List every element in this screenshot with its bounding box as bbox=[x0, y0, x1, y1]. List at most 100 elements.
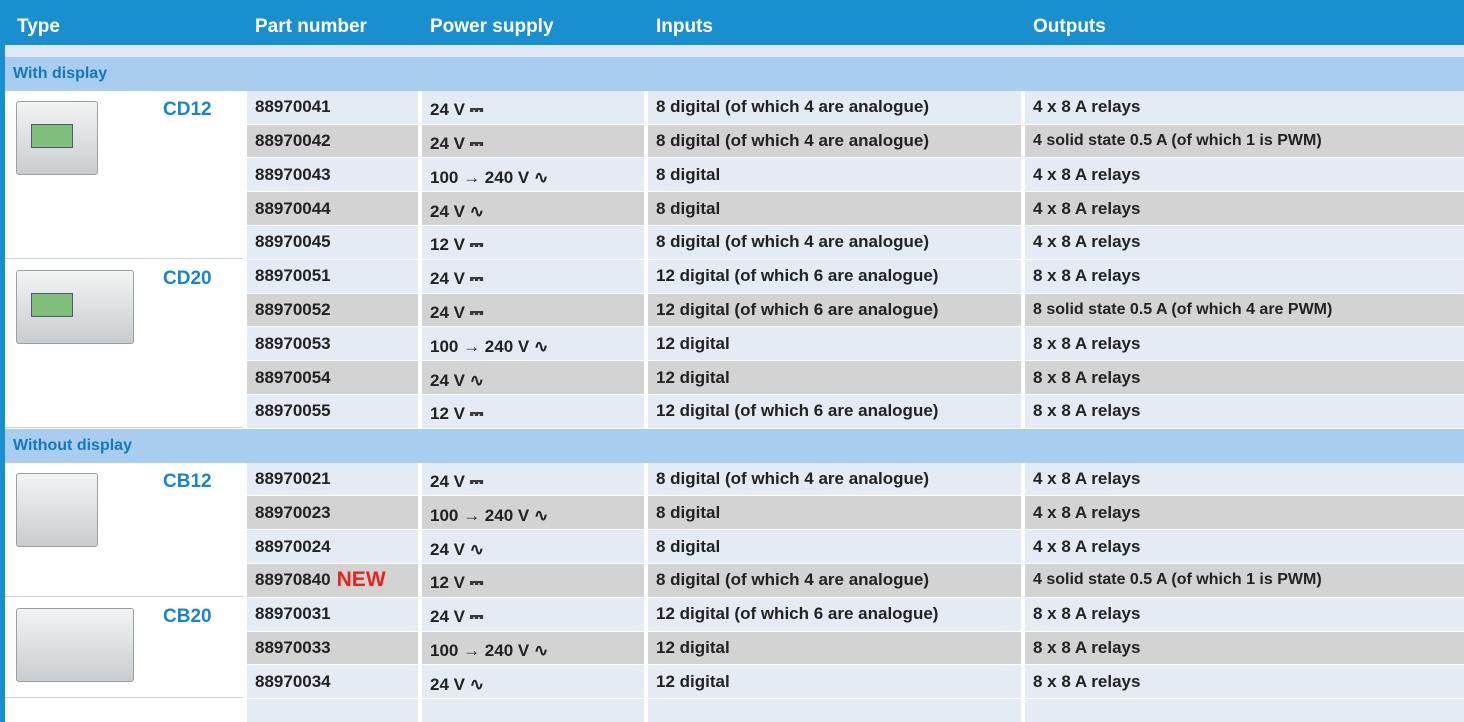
row-power: 100 → 240 V ∿ bbox=[422, 496, 644, 529]
outputs-text: 8 x 8 A relays bbox=[1033, 638, 1140, 658]
row-part: 88970021 bbox=[247, 463, 418, 496]
row-part: 88970043 bbox=[247, 158, 418, 191]
row-outputs: 4 solid state 0.5 A (of which 1 is PWM) bbox=[1025, 564, 1464, 597]
section-title: With display bbox=[5, 57, 1464, 91]
outputs-text: 4 solid state 0.5 A (of which 1 is PWM) bbox=[1033, 132, 1322, 150]
row-inputs: 8 digital bbox=[648, 496, 1021, 529]
row-part: 88970023 bbox=[247, 496, 418, 529]
row-part: 88970033 bbox=[247, 632, 418, 665]
inputs-text: 8 digital bbox=[656, 537, 720, 557]
header-cell: Type bbox=[9, 8, 247, 45]
power-text: 24 V ⎓ bbox=[430, 269, 483, 289]
inputs-text: 8 digital bbox=[656, 503, 720, 523]
inputs-text: 12 digital (of which 6 are analogue) bbox=[656, 401, 938, 421]
power-text: 24 V ⎓ bbox=[430, 303, 483, 323]
row-outputs: 8 solid state 0.5 A (of which 4 are PWM) bbox=[1025, 294, 1464, 327]
part-text: 88970052 bbox=[255, 300, 331, 320]
row-power: 24 V ⎓ bbox=[422, 260, 644, 293]
row-part: 88970034 bbox=[247, 665, 418, 698]
new-badge: NEW bbox=[337, 568, 386, 592]
row-outputs: 4 x 8 A relays bbox=[1025, 496, 1464, 529]
row-part: 88970044 bbox=[247, 192, 418, 225]
power-text: 24 V ⎓ bbox=[430, 472, 483, 492]
row-power: 12 V ⎓ bbox=[422, 564, 644, 597]
row-outputs: 4 x 8 A relays bbox=[1025, 158, 1464, 191]
part-text: 88970024 bbox=[255, 537, 331, 557]
inputs-text: 8 digital (of which 4 are analogue) bbox=[656, 131, 929, 151]
part-text: 88970840 bbox=[255, 570, 331, 590]
row-inputs: 8 digital (of which 4 are analogue) bbox=[648, 463, 1021, 496]
row-part: 88970052 bbox=[247, 294, 418, 327]
power-text: 24 V ∿ bbox=[430, 371, 484, 391]
part-text: 88970023 bbox=[255, 503, 331, 523]
outputs-text: 8 x 8 A relays bbox=[1033, 266, 1140, 286]
product-image bbox=[16, 473, 98, 547]
row-outputs: 4 x 8 A relays bbox=[1025, 530, 1464, 563]
product-image bbox=[16, 270, 134, 344]
row-inputs: 8 digital (of which 4 are analogue) bbox=[648, 226, 1021, 259]
power-text: 24 V ∿ bbox=[430, 540, 484, 560]
row-outputs: 8 x 8 A relays bbox=[1025, 361, 1464, 394]
section-title: Without display bbox=[5, 429, 1464, 463]
row-power: 24 V ⎓ bbox=[422, 294, 644, 327]
header-cell: Outputs bbox=[1025, 8, 1464, 45]
inputs-text: 12 digital bbox=[656, 334, 730, 354]
power-text: 12 V ⎓ bbox=[430, 404, 483, 424]
row-part: 88970051 bbox=[247, 260, 418, 293]
inputs-text: 8 digital (of which 4 are analogue) bbox=[656, 469, 929, 489]
header-cell: Part number bbox=[247, 8, 418, 45]
row-inputs: 12 digital bbox=[648, 665, 1021, 698]
row-inputs: 12 digital bbox=[648, 361, 1021, 394]
row-outputs: 8 x 8 A relays bbox=[1025, 632, 1464, 665]
row-inputs: 8 digital bbox=[648, 192, 1021, 225]
inputs-text: 8 digital (of which 4 are analogue) bbox=[656, 232, 929, 252]
row-part: 88970054 bbox=[247, 361, 418, 394]
power-text: 100 → 240 V ∿ bbox=[430, 337, 548, 357]
row-part: 88970045 bbox=[247, 226, 418, 259]
part-text: 88970055 bbox=[255, 401, 331, 421]
inputs-text: 12 digital (of which 6 are analogue) bbox=[656, 300, 938, 320]
row-outputs: 4 x 8 A relays bbox=[1025, 226, 1464, 259]
inputs-text: 12 digital (of which 6 are analogue) bbox=[656, 266, 938, 286]
row-part: 88970840 NEW bbox=[247, 564, 418, 597]
row-power: 12 V ⎓ bbox=[422, 226, 644, 259]
row-outputs: 4 x 8 A relays bbox=[1025, 91, 1464, 124]
row-outputs: 8 x 8 A relays bbox=[1025, 260, 1464, 293]
row-power: 24 V ⎓ bbox=[422, 125, 644, 158]
outputs-text: 8 x 8 A relays bbox=[1033, 334, 1140, 354]
product-table: TypePart numberPower supplyInputsOutputs… bbox=[0, 0, 1464, 722]
row-outputs: 4 solid state 0.5 A (of which 1 is PWM) bbox=[1025, 125, 1464, 158]
power-text: 24 V ⎓ bbox=[430, 134, 483, 154]
outputs-text: 8 x 8 A relays bbox=[1033, 604, 1140, 624]
power-text: 12 V ⎓ bbox=[430, 235, 483, 255]
outputs-text: 4 x 8 A relays bbox=[1033, 503, 1140, 523]
row-inputs: 8 digital (of which 4 are analogue) bbox=[648, 564, 1021, 597]
row-inputs: 12 digital (of which 6 are analogue) bbox=[648, 260, 1021, 293]
row-power: 24 V ⎓ bbox=[422, 598, 644, 631]
row-part: 88970041 bbox=[247, 91, 418, 124]
power-text: 100 → 240 V ∿ bbox=[430, 506, 548, 526]
product-screen bbox=[31, 124, 73, 148]
row-outputs: 8 x 8 A relays bbox=[1025, 598, 1464, 631]
power-text: 24 V ⎓ bbox=[430, 607, 483, 627]
row-part: 88970053 bbox=[247, 327, 418, 360]
row-inputs: 12 digital (of which 6 are analogue) bbox=[648, 294, 1021, 327]
row-power: 24 V ⎓ bbox=[422, 463, 644, 496]
part-text: 88970031 bbox=[255, 604, 331, 624]
row-inputs: 8 digital (of which 4 are analogue) bbox=[648, 91, 1021, 124]
power-text: 12 V ⎓ bbox=[430, 573, 483, 593]
type-label: CD12 bbox=[155, 91, 245, 125]
filler bbox=[1025, 699, 1464, 722]
row-power: 24 V ∿ bbox=[422, 665, 644, 698]
outputs-text: 4 x 8 A relays bbox=[1033, 232, 1140, 252]
filler bbox=[247, 699, 418, 722]
row-outputs: 4 x 8 A relays bbox=[1025, 192, 1464, 225]
part-text: 88970034 bbox=[255, 672, 331, 692]
power-text: 24 V ∿ bbox=[430, 202, 484, 222]
inputs-text: 12 digital bbox=[656, 368, 730, 388]
row-inputs: 12 digital (of which 6 are analogue) bbox=[648, 395, 1021, 428]
product-image bbox=[16, 608, 134, 682]
part-text: 88970021 bbox=[255, 469, 331, 489]
product-image bbox=[16, 101, 98, 175]
row-power: 24 V ∿ bbox=[422, 192, 644, 225]
